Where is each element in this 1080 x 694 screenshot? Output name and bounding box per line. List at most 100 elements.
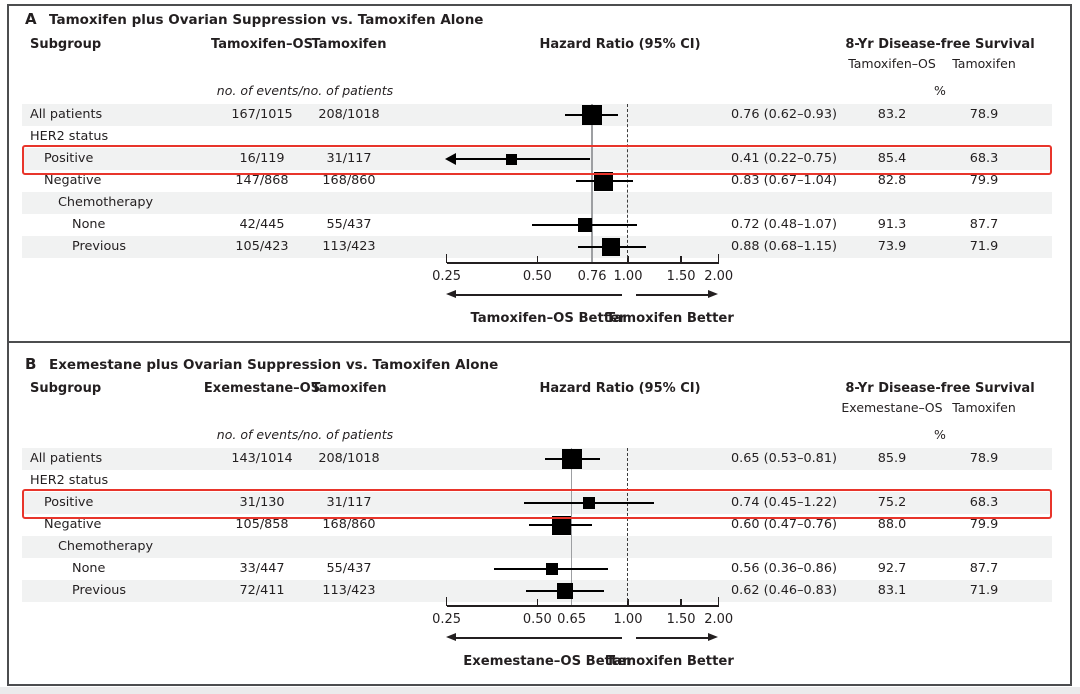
- hr-value: 0.65 (0.53–0.81): [731, 451, 837, 466]
- subgroup-label: Positive: [44, 495, 94, 510]
- survival-arm1-value: 85.4: [877, 151, 907, 166]
- column-header-hazard-ratio: Hazard Ratio (95% CI): [539, 37, 701, 52]
- hr-marker: [551, 515, 571, 535]
- survival-arm2-value: 79.9: [969, 517, 999, 532]
- subgroup-label: Negative: [44, 517, 102, 532]
- hr-marker: [582, 105, 603, 125]
- column-header-survival: 8-Yr Disease-free Survival: [845, 381, 1035, 396]
- null-line: [627, 448, 629, 601]
- axis-tick: [680, 256, 682, 263]
- left-arrowhead-icon: [446, 633, 456, 641]
- events-arm2: 168/860: [322, 517, 376, 532]
- hr-value: 0.83 (0.67–1.04): [731, 173, 837, 188]
- survival-arm2-value: 87.7: [969, 561, 999, 576]
- survival-arm2-value: 71.9: [969, 583, 999, 598]
- events-arm1: 143/1014: [231, 451, 293, 466]
- ci-line: [454, 158, 591, 160]
- hr-marker: [546, 563, 559, 575]
- subgroup-label: None: [72, 217, 106, 232]
- subgroup-label: Chemotherapy: [58, 195, 154, 210]
- axis-tick: [627, 599, 629, 606]
- percent-sign: %: [934, 83, 946, 98]
- hr-value: 0.76 (0.62–0.93): [731, 107, 837, 122]
- hr-marker: [578, 218, 592, 232]
- column-header-arm2: Tamoxifen: [311, 381, 387, 396]
- events-arm1: 31/130: [239, 495, 285, 510]
- highlight-box: [22, 145, 1052, 175]
- axis-tick-label: 0.76: [577, 269, 607, 284]
- axis-tick: [536, 256, 539, 263]
- row-stripe: [22, 536, 1052, 558]
- page-bottom-strip: [0, 687, 1080, 694]
- survival-arm1-value: 91.3: [877, 217, 907, 232]
- axis-tick: [680, 599, 682, 606]
- events-arm2: 168/860: [322, 173, 376, 188]
- right-arrowhead-icon: [708, 290, 718, 298]
- hr-value: 0.60 (0.47–0.76): [731, 517, 837, 532]
- row-stripe: [22, 448, 1052, 470]
- right-arrow: [636, 637, 708, 639]
- events-arm2: 31/117: [326, 151, 372, 166]
- axis-tick-label: 0.25: [432, 612, 462, 627]
- axis-line: [446, 262, 719, 264]
- column-header-arm1: Tamoxifen–OS: [211, 37, 313, 52]
- events-arm2: 208/1018: [318, 107, 380, 122]
- axis-tick-label: 1.00: [613, 612, 643, 627]
- survival-arm1-value: 85.9: [877, 451, 907, 466]
- hr-value: 0.74 (0.45–1.22): [731, 495, 837, 510]
- survival-arm2-value: 71.9: [969, 239, 999, 254]
- survival-arm1-value: 83.1: [877, 583, 907, 598]
- survival-arm1-value: 75.2: [877, 495, 907, 510]
- direction-label-left: Tamoxifen–OS Better: [470, 311, 626, 326]
- events-arm1: 33/447: [239, 561, 285, 576]
- axis-tick: [717, 254, 720, 263]
- subgroup-label: Negative: [44, 173, 102, 188]
- hr-value: 0.88 (0.68–1.15): [731, 239, 837, 254]
- survival-arm1-value: 88.0: [877, 517, 907, 532]
- panel-title: Exemestane plus Ovarian Suppression vs. …: [49, 357, 499, 373]
- events-note: no. of events/no. of patients: [216, 427, 394, 442]
- events-arm2: 31/117: [326, 495, 372, 510]
- right-arrow: [636, 294, 708, 296]
- row-stripe: [22, 104, 1052, 126]
- column-header-subgroup: Subgroup: [30, 381, 102, 396]
- events-note: no. of events/no. of patients: [216, 83, 394, 98]
- survival-arm1-value: 73.9: [877, 239, 907, 254]
- column-subheader-survival-arm1: Tamoxifen–OS: [848, 56, 936, 71]
- hr-marker: [557, 583, 574, 599]
- events-arm2: 55/437: [326, 217, 372, 232]
- subgroup-label: HER2 status: [30, 129, 109, 144]
- axis-tick-label: 1.50: [666, 269, 696, 284]
- axis-tick-label: 2.00: [704, 612, 734, 627]
- hr-value: 0.62 (0.46–0.83): [731, 583, 837, 598]
- panel-divider: [7, 341, 1072, 343]
- survival-arm2-value: 79.9: [969, 173, 999, 188]
- survival-arm1-value: 92.7: [877, 561, 907, 576]
- column-header-subgroup: Subgroup: [30, 37, 102, 52]
- axis-tick: [717, 597, 720, 606]
- direction-label-left: Exemestane–OS Better: [463, 654, 633, 669]
- subgroup-label: Previous: [72, 239, 127, 254]
- hr-marker: [505, 153, 517, 165]
- events-arm1: 147/868: [235, 173, 289, 188]
- axis-tick-label: 0.50: [522, 269, 552, 284]
- hr-value: 0.72 (0.48–1.07): [731, 217, 837, 232]
- hr-value: 0.56 (0.36–0.86): [731, 561, 837, 576]
- events-arm1: 72/411: [239, 583, 285, 598]
- axis-tick: [445, 597, 448, 606]
- ci-clip-left-arrowhead-icon: [444, 153, 456, 165]
- panel-letter: A: [25, 10, 37, 28]
- survival-arm2-value: 68.3: [969, 151, 999, 166]
- hr-marker: [594, 171, 614, 191]
- subgroup-label: All patients: [30, 451, 103, 466]
- direction-label-right: Tamoxifen Better: [606, 311, 734, 326]
- events-arm1: 105/423: [235, 239, 289, 254]
- events-arm1: 42/445: [239, 217, 285, 232]
- subgroup-label: HER2 status: [30, 473, 109, 488]
- percent-sign: %: [934, 427, 946, 442]
- survival-arm2-value: 87.7: [969, 217, 999, 232]
- axis-tick: [536, 599, 539, 606]
- axis-tick: [445, 254, 448, 263]
- left-arrow: [452, 637, 622, 639]
- left-arrow: [452, 294, 622, 296]
